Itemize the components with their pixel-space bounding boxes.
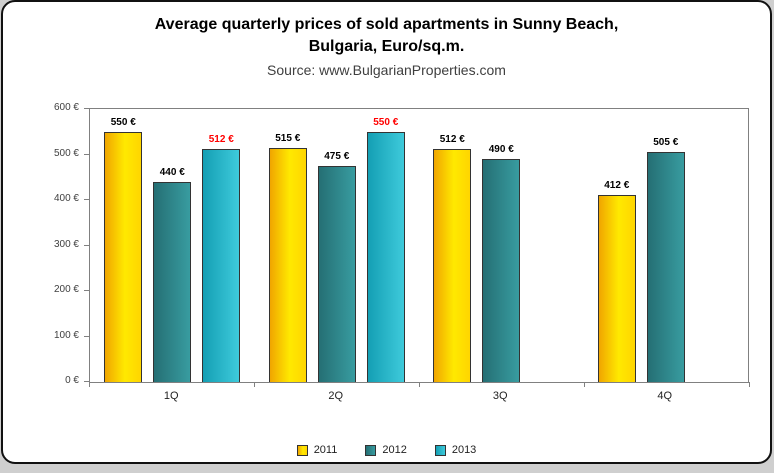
y-axis-label: 300 € — [53, 238, 79, 250]
x-axis-tick — [584, 382, 585, 387]
bar-value-label: 515 € — [275, 132, 301, 144]
bar-2012-2Q: 475 € — [317, 151, 356, 382]
x-axis-tick — [89, 382, 90, 387]
y-axis-tick — [84, 244, 89, 246]
bar-group-1Q: 550 € 440 € 512 € — [90, 109, 255, 382]
y-axis-label: 500 € — [53, 147, 79, 159]
x-axis-tick — [749, 382, 750, 387]
bar-value-label: 440 € — [159, 166, 185, 178]
bar-value-label: 490 € — [488, 144, 514, 156]
bar-2012-3Q: 490 € — [482, 144, 521, 382]
y-axis-label: 600 € — [53, 102, 79, 113]
bar-groups: 550 € 440 € 512 € 515 € 475 € 550 € 512 € 490 €… — [90, 109, 748, 382]
y-axis-label: 200 € — [53, 284, 79, 295]
bar-value-label: 412 € — [604, 179, 630, 191]
x-axis-tick — [419, 382, 420, 387]
bar-value-label: 550 € — [373, 116, 399, 128]
legend-swatch-2012 — [365, 444, 377, 456]
bar-2011-4Q: 412 € — [597, 180, 636, 382]
legend-label: 2013 — [451, 444, 477, 456]
legend-label: 2011 — [313, 444, 338, 456]
legend-swatch-2011 — [296, 444, 308, 456]
y-axis-tick — [84, 108, 89, 109]
bar-2012-1Q: 440 € — [153, 167, 192, 382]
legend-swatch-2013 — [434, 444, 446, 456]
y-axis-tick — [84, 335, 89, 337]
legend-item-2011: 2011 — [296, 444, 338, 456]
bar-2011-2Q: 515 € — [268, 133, 307, 382]
bar-value-label: 550 € — [110, 116, 136, 128]
plot-area: 550 € 440 € 512 € 515 € 475 € 550 € 512 € 490 €… — [89, 108, 749, 383]
y-axis-label: 400 € — [53, 193, 79, 204]
bar-2013-2Q: 550 € — [366, 117, 405, 382]
legend-item-2012: 2012 — [365, 444, 407, 456]
legend-label: 2012 — [382, 444, 407, 456]
y-axis-tick — [84, 199, 89, 200]
x-axis-label-1Q: 1Q — [163, 390, 179, 402]
bar-2012-4Q: 505 € — [646, 137, 685, 382]
x-axis-label-4Q: 4Q — [657, 390, 673, 402]
bar-2011-1Q: 550 € — [104, 117, 143, 382]
legend: 2011 2012 2013 — [3, 444, 770, 456]
y-axis-label: 100 € — [53, 329, 79, 341]
y-axis-tick — [84, 290, 89, 291]
bar-group-2Q: 515 € 475 € 550 € — [255, 109, 420, 382]
chart-title-line2: Bulgaria, Euro/sq.m. — [308, 38, 465, 55]
bar-value-label: 512 € — [439, 134, 465, 146]
chart-source: Source: www.BulgarianProperties.com — [267, 62, 506, 78]
y-axis-label: 0 € — [65, 375, 79, 386]
legend-item-2013: 2013 — [434, 444, 477, 456]
x-axis-labels: 1Q 2Q 3Q 4Q — [89, 390, 747, 402]
x-axis-label-3Q: 3Q — [492, 390, 508, 402]
bar-group-3Q: 512 € 490 € — [419, 109, 584, 382]
bar-value-label: 505 € — [653, 137, 679, 149]
x-axis-label-2Q: 2Q — [328, 390, 344, 402]
bar-value-label: 512 € — [208, 134, 234, 146]
bar-2011-3Q: 512 € — [433, 134, 472, 382]
chart-card: Average quarterly prices of sold apartme… — [1, 0, 772, 464]
x-axis-ticks — [89, 382, 750, 387]
y-axis: 0 € 100 € 200 € 300 € 400 € 500 € 600 € — [5, 102, 89, 386]
y-axis-tick — [84, 381, 89, 382]
y-axis-tick — [84, 153, 89, 155]
chart-title: Average quarterly prices of sold apartme… — [3, 14, 770, 58]
x-axis-tick — [254, 382, 255, 387]
chart-title-line1: Average quarterly prices of sold apartme… — [154, 16, 619, 33]
bar-value-label: 475 € — [324, 150, 350, 162]
bar-group-4Q: 412 € 505 € — [584, 109, 749, 382]
bar-2013-1Q: 512 € — [202, 134, 241, 382]
